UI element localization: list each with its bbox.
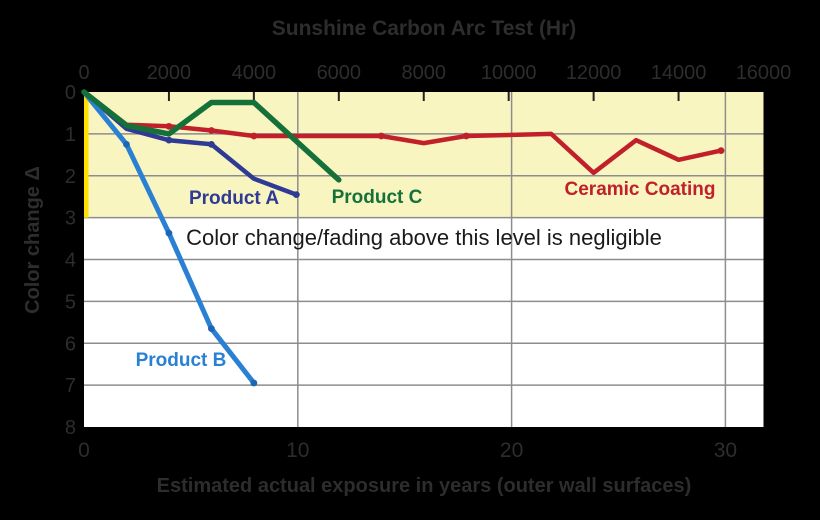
series-line-product-c — [81, 89, 342, 183]
top-axis-tick-label: 6000 — [317, 62, 362, 84]
series-marker-ceramic-coating — [377, 132, 385, 140]
bottom-axis-title: Estimated actual exposure in years (oute… — [156, 475, 692, 497]
series-marker-product-b — [165, 229, 173, 237]
top-axis-tick-label: 14000 — [651, 62, 707, 84]
y-axis-title: Color change Δ — [22, 166, 44, 314]
series-marker-product-a — [208, 140, 215, 148]
y-axis-tick-label: 3 — [65, 208, 76, 230]
series-marker-ceramic-coating — [250, 132, 258, 140]
series-marker-product-a — [292, 191, 300, 198]
negligible-note: Color change/fading above this level is … — [186, 225, 662, 250]
top-axis-tick-label: 4000 — [232, 62, 277, 84]
y-axis-tick-label: 1 — [65, 124, 76, 146]
series-marker-product-b — [123, 140, 130, 148]
series-label-ceramic-coating: Ceramic Coating — [564, 179, 716, 200]
bottom-axis-tick-label: 0 — [78, 439, 90, 462]
bottom-axis-tick-label: 10 — [286, 439, 309, 462]
y-axis-tick-label: 8 — [65, 417, 76, 439]
top-axis-tick-label: 10000 — [481, 62, 537, 84]
plot-area — [84, 217, 764, 427]
series-label-product-b: Product B — [135, 350, 227, 371]
series-marker-product-a — [165, 136, 173, 144]
series-marker-product-b — [250, 379, 258, 387]
series-marker-ceramic-coating — [462, 132, 470, 140]
top-axis-tick-label: 2000 — [147, 62, 192, 84]
y-axis-tick-label: 7 — [65, 375, 76, 397]
bottom-axis-tick-label: 30 — [714, 439, 737, 462]
series-marker-product-b — [208, 325, 215, 332]
y-axis-tick-label: 5 — [65, 291, 76, 313]
band-left-edge — [84, 92, 89, 218]
y-axis-tick-label: 0 — [65, 82, 76, 104]
y-axis-tick-label: 4 — [65, 250, 76, 272]
series-marker-ceramic-coating — [165, 122, 173, 130]
y-axis-tick-label: 6 — [65, 333, 76, 355]
series-label-product-a: Product A — [188, 188, 280, 209]
series-label-product-c: Product C — [331, 187, 423, 208]
series-marker-ceramic-coating — [208, 127, 215, 134]
bottom-axis-tick-label: 20 — [500, 439, 523, 462]
y-axis-tick-label: 2 — [65, 166, 76, 188]
top-axis-tick-label: 0 — [78, 62, 89, 84]
top-axis-tick-label: 16000 — [736, 62, 792, 84]
series-marker-ceramic-coating — [717, 147, 725, 155]
top-axis-tick-label: 12000 — [566, 62, 622, 84]
top-axis-tick-label: 8000 — [402, 62, 447, 84]
top-axis-title: Sunshine Carbon Arc Test (Hr) — [271, 17, 577, 40]
